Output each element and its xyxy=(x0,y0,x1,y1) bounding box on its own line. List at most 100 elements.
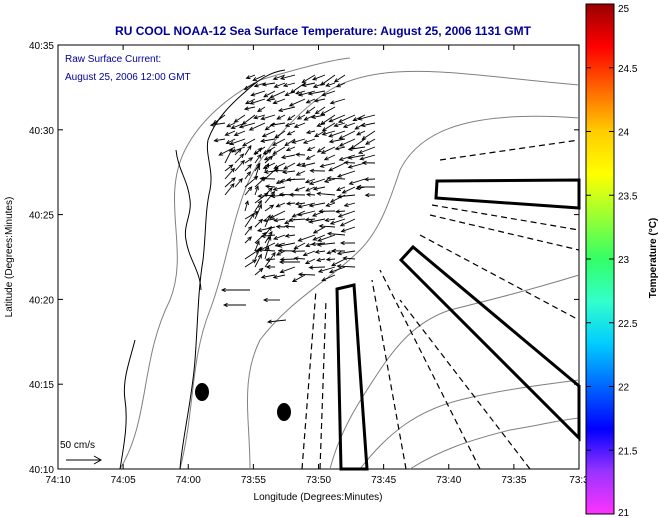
current-vector-head xyxy=(230,125,236,130)
current-vector xyxy=(234,160,245,172)
current-vector-head xyxy=(247,186,253,191)
current-vector xyxy=(254,232,267,244)
current-vector xyxy=(324,178,336,183)
current-vector-head xyxy=(271,251,276,257)
current-vector-head xyxy=(264,184,270,189)
radar-sweep xyxy=(439,139,580,161)
current-vector-head xyxy=(316,191,322,196)
current-vector xyxy=(295,202,306,205)
current-vector-head xyxy=(336,187,341,192)
current-vector xyxy=(298,234,316,242)
current-vector xyxy=(321,274,336,281)
current-vector xyxy=(312,210,326,217)
current-vector-head xyxy=(243,85,249,90)
current-vector-head xyxy=(276,115,282,120)
current-vector xyxy=(273,186,286,191)
current-vector xyxy=(244,186,253,196)
current-vector-head xyxy=(256,162,261,168)
current-vector-head xyxy=(365,140,370,145)
current-vector xyxy=(278,242,296,247)
current-vector xyxy=(338,114,356,123)
current-vector-head xyxy=(305,129,311,135)
current-vector-head xyxy=(336,173,342,178)
current-vector-head xyxy=(261,176,266,182)
current-vector-head xyxy=(284,92,290,96)
current-vector-head xyxy=(255,240,260,246)
current-vector-head xyxy=(326,231,332,236)
x-tick-label: 73:45 xyxy=(371,475,396,486)
current-vector-head xyxy=(286,177,292,182)
current-vector xyxy=(234,114,246,123)
current-vector-head xyxy=(250,92,256,97)
current-vector xyxy=(261,274,276,278)
current-vector xyxy=(295,90,306,94)
current-vector-head xyxy=(263,169,269,175)
radar-sweep xyxy=(319,299,327,470)
current-vector-head xyxy=(321,92,327,97)
current-vector xyxy=(305,218,316,221)
current-vector xyxy=(244,236,252,244)
current-vector xyxy=(308,90,326,95)
current-vector-head xyxy=(284,220,289,225)
current-vector xyxy=(244,164,252,172)
current-vector-head xyxy=(268,155,274,161)
current-vector-head xyxy=(316,148,322,153)
x-tick-label: 73:55 xyxy=(241,475,266,486)
current-vector xyxy=(338,210,356,218)
buoy-marker xyxy=(277,403,291,421)
current-vector-head xyxy=(220,287,226,293)
current-vector xyxy=(348,154,366,159)
current-vector xyxy=(327,233,346,236)
current-vector xyxy=(270,210,286,219)
current-vector xyxy=(330,218,346,225)
current-vector-head xyxy=(285,147,291,152)
current-vector-head xyxy=(328,139,334,144)
current-vector-head xyxy=(317,268,323,273)
current-vector xyxy=(257,226,276,232)
current-vector-head xyxy=(293,245,299,250)
current-vector xyxy=(274,82,286,88)
current-vector xyxy=(356,130,366,136)
current-vector-head xyxy=(314,133,320,138)
current-vector-head xyxy=(269,122,275,127)
current-vector-head xyxy=(267,235,272,241)
colorbar-tick-label: 24.5 xyxy=(618,64,638,75)
current-vector-head xyxy=(356,184,362,190)
current-vector xyxy=(314,98,326,102)
current-vector-head xyxy=(316,257,322,263)
current-vector-head xyxy=(273,83,279,88)
y-tick-label: 40:20 xyxy=(29,295,54,306)
current-vector-head xyxy=(304,217,310,222)
current-vector xyxy=(264,252,276,268)
current-vector xyxy=(257,106,266,112)
current-vector-head xyxy=(279,269,285,274)
current-vector-head xyxy=(342,123,348,128)
current-vector-head xyxy=(364,192,370,198)
current-vector-head xyxy=(335,83,341,88)
current-vector-head xyxy=(328,167,334,172)
current-vector-head xyxy=(248,126,254,131)
current-vector xyxy=(309,218,326,223)
bathymetry-contour xyxy=(329,274,580,470)
current-vector-head xyxy=(305,109,311,114)
plot-frame xyxy=(57,44,580,470)
current-vector xyxy=(273,98,286,104)
current-vector xyxy=(326,258,336,261)
x-tick-label: 74:05 xyxy=(111,475,136,486)
current-vector xyxy=(285,122,296,127)
current-vector-head xyxy=(266,214,271,220)
current-vector xyxy=(249,122,266,131)
current-vector xyxy=(319,225,336,228)
current-vector-head xyxy=(260,138,266,143)
current-vector xyxy=(244,157,253,164)
current-vector-head xyxy=(337,213,343,218)
x-tick-label: 74:10 xyxy=(45,475,70,486)
current-vector-head xyxy=(244,200,249,206)
current-vector-head xyxy=(268,230,273,236)
current-vector-head xyxy=(258,218,264,224)
radar-sweep xyxy=(419,234,580,321)
current-vector-head xyxy=(230,167,236,173)
current-vector-head xyxy=(295,152,301,157)
current-vector xyxy=(305,258,316,264)
radar-sweep xyxy=(429,214,580,251)
